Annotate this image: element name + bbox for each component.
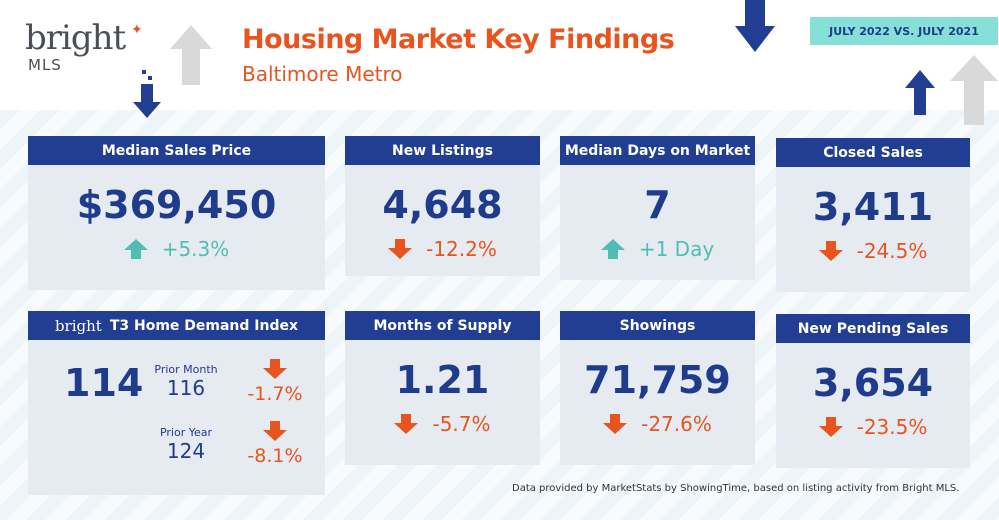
arrow-down-navy-icon — [735, 0, 775, 52]
metric-change: +5.3% — [28, 237, 325, 261]
arrow-down-icon — [394, 414, 419, 434]
bright-mls-logo: bright ✦ MLS — [25, 18, 143, 74]
arrow-up-navy-icon — [905, 70, 935, 115]
prior-month-value: 116 — [166, 376, 206, 400]
card-demand-index: bright T3 Home Demand Index 114 Prior Mo… — [28, 311, 325, 495]
page-title: Housing Market Key Findings — [242, 24, 675, 55]
card-median-sales-price: Median Sales Price $369,450 +5.3% — [28, 136, 325, 290]
prior-year-value: 124 — [166, 439, 206, 463]
metric-value: 71,759 — [584, 358, 731, 402]
arrow-up-gray-icon — [170, 25, 212, 85]
arrow-up-icon — [600, 239, 625, 259]
card-header: Closed Sales — [776, 138, 970, 167]
card-closed-sales: Closed Sales 3,411 -24.5% — [776, 138, 970, 292]
metric-value: $369,450 — [76, 183, 277, 227]
metric-value: 7 — [644, 183, 671, 227]
card-median-days-on-market: Median Days on Market 7 +1 Day — [560, 136, 755, 280]
footer-note: Data provided by MarketStats by ShowingT… — [512, 483, 960, 494]
arrow-down-icon — [818, 417, 843, 437]
card-showings: Showings 71,759 -27.6% — [560, 311, 755, 465]
arrow-down-icon — [603, 414, 628, 434]
metric-change: -23.5% — [776, 415, 970, 439]
metric-change: -24.5% — [776, 239, 970, 263]
card-header: Median Days on Market — [560, 136, 755, 165]
card-header: Median Sales Price — [28, 136, 325, 165]
card-new-listings: New Listings 4,648 -12.2% — [345, 136, 540, 276]
metric-value: 1.21 — [395, 358, 490, 402]
metric-value: 3,654 — [812, 361, 934, 405]
card-header: New Listings — [345, 136, 540, 165]
metric-change: -5.7% — [345, 412, 540, 436]
card-header: Showings — [560, 311, 755, 340]
arrow-down-icon — [263, 359, 287, 379]
card-new-pending-sales: New Pending Sales 3,654 -23.5% — [776, 314, 970, 468]
card-months-of-supply: Months of Supply 1.21 -5.7% — [345, 311, 540, 465]
card-header: New Pending Sales — [776, 314, 970, 343]
arrow-down-icon — [388, 239, 413, 259]
demand-index-value: 114 — [64, 361, 144, 405]
metric-change: -27.6% — [560, 412, 755, 436]
metric-value: 3,411 — [812, 185, 934, 229]
arrow-down-icon — [263, 421, 287, 441]
arrow-down-navy-icon — [133, 70, 161, 118]
metric-change: -12.2% — [345, 237, 540, 261]
page-subtitle: Baltimore Metro — [242, 62, 403, 86]
metric-change: +1 Day — [560, 237, 755, 261]
arrow-up-gray-icon — [950, 55, 998, 125]
metric-value: 4,648 — [382, 183, 503, 227]
arrow-down-icon — [818, 241, 843, 261]
arrow-up-icon — [123, 239, 148, 259]
card-header: Months of Supply — [345, 311, 540, 340]
card-header: bright T3 Home Demand Index — [28, 311, 325, 340]
star-icon: ✦ — [131, 22, 143, 38]
period-badge: JULY 2022 VS. JULY 2021 — [810, 17, 998, 45]
